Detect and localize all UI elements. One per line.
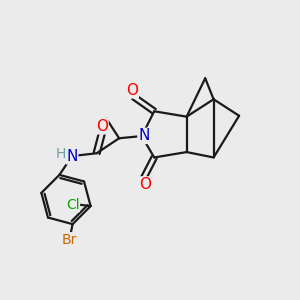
Text: Cl: Cl xyxy=(66,198,80,212)
Text: N: N xyxy=(138,128,149,143)
Text: O: O xyxy=(96,119,108,134)
Text: O: O xyxy=(126,83,138,98)
Text: O: O xyxy=(139,177,151,192)
Text: H: H xyxy=(56,147,66,161)
Text: Br: Br xyxy=(61,233,77,247)
Text: N: N xyxy=(66,149,78,164)
